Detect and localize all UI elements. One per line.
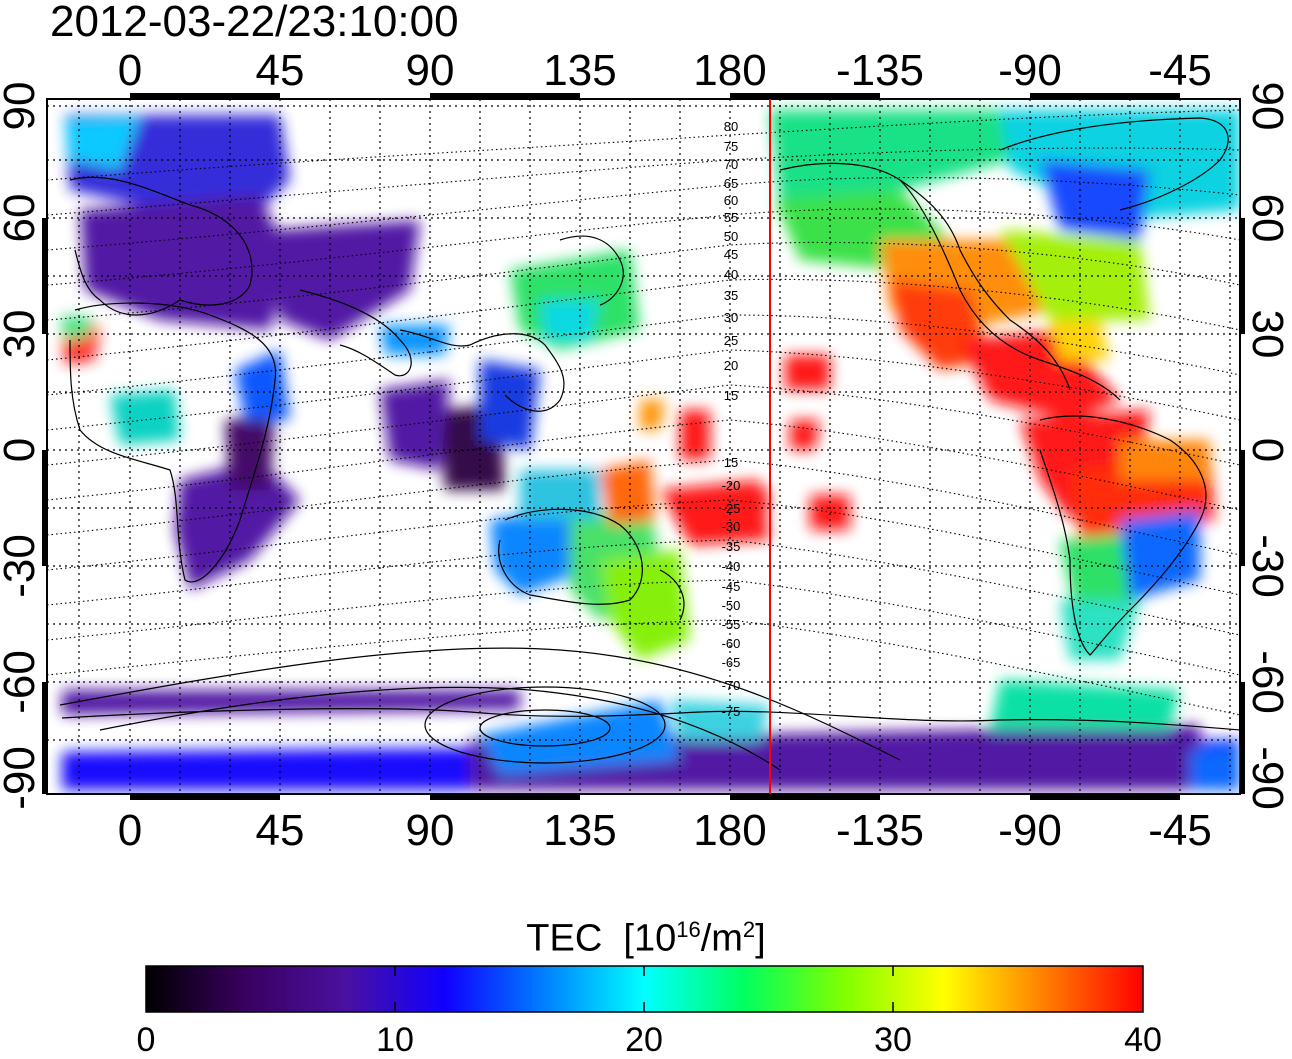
left-tick-label: 0 [0, 438, 44, 462]
colorbar-unit-exponent: 16 [676, 917, 701, 942]
left-tick-label: -30 [0, 534, 44, 598]
top-tick-label: 135 [543, 46, 616, 95]
contour-label: -30 [722, 519, 741, 534]
contour-label: 35 [724, 288, 738, 303]
colorbar-unit-prefix: [10 [623, 917, 677, 960]
right-tick-label: -60 [1243, 650, 1292, 714]
right-tick-label: 0 [1243, 438, 1292, 462]
contour-label: -55 [722, 617, 741, 632]
contour-label: 20 [724, 358, 738, 373]
contour-label: 80 [724, 119, 738, 134]
contour-label: -45 [722, 579, 741, 594]
contour-label: -70 [722, 678, 741, 693]
contour-label: 25 [724, 333, 738, 348]
contour-label: -25 [722, 501, 741, 516]
left-tick-label: 60 [0, 194, 44, 243]
right-tick-label: 30 [1243, 310, 1292, 359]
right-tick-label: 90 [1243, 82, 1292, 131]
contour-label: 65 [724, 176, 738, 191]
top-tick-label: -135 [836, 46, 924, 95]
right-tick-label: 60 [1243, 194, 1292, 243]
colorbar-tick-label: 40 [1124, 1021, 1162, 1059]
south-magnetic-contours [59, 647, 901, 771]
contour-label: -60 [722, 636, 741, 651]
top-axis: 0 45 90 135 180 -135 -90 -45 [118, 46, 1212, 95]
bottom-tick-label: -90 [998, 806, 1062, 855]
contour-label: 50 [724, 229, 738, 244]
contour-label: -20 [722, 478, 741, 493]
contour-label: 30 [724, 310, 738, 325]
contour-label: 40 [724, 267, 738, 282]
top-tick-label: 45 [256, 46, 305, 95]
contour-label: -50 [722, 598, 741, 613]
contour-label: 15 [724, 388, 738, 403]
colorbar-tick-label: 10 [376, 1021, 414, 1059]
bottom-tick-label: 135 [543, 806, 616, 855]
bottom-tick-label: 180 [693, 806, 766, 855]
axis-tick-bands [42, 93, 1245, 800]
left-tick-label: -60 [0, 650, 44, 714]
contour-label: 45 [724, 247, 738, 262]
magnetic-latitude-contours [47, 109, 1240, 716]
right-axis: 90 60 30 0 -30 -60 -90 [1243, 82, 1292, 810]
contour-label: 60 [724, 193, 738, 208]
top-tick-label: 180 [693, 46, 766, 95]
colorbar-title: TEC [1016/m2] [0, 908, 1292, 961]
graticule [47, 99, 1240, 794]
right-tick-label: -90 [1243, 746, 1292, 810]
contour-label: 55 [724, 210, 738, 225]
contour-label: 15 [724, 455, 738, 470]
colorbar-unit-exponent2: 2 [742, 917, 756, 942]
top-tick-label: 0 [118, 46, 142, 95]
bottom-tick-label: 45 [256, 806, 305, 855]
contour-label: -40 [722, 559, 741, 574]
colorbar-unit-suffix: ] [755, 917, 766, 960]
top-tick-label: -90 [998, 46, 1062, 95]
bottom-tick-label: 0 [118, 806, 142, 855]
bottom-axis: 0 45 90 135 180 -135 -90 -45 [118, 806, 1212, 855]
contour-label: -65 [722, 655, 741, 670]
contour-labels: 80 75 70 65 60 55 50 45 40 35 30 25 20 1… [722, 119, 741, 719]
left-tick-label: -90 [0, 746, 44, 810]
coastlines [61, 117, 1240, 731]
left-tick-label: 30 [0, 310, 44, 359]
contour-label: 70 [724, 157, 738, 172]
top-tick-label: -45 [1148, 46, 1212, 95]
contour-label: -35 [722, 539, 741, 554]
contour-label: 75 [724, 139, 738, 154]
colorbar-ticks [394, 966, 894, 1012]
map-timestamp-title: 2012-03-22/23:10:00 [50, 0, 459, 46]
left-tick-label: 90 [0, 82, 44, 131]
colorbar-tick-label: 20 [625, 1021, 663, 1059]
colorbar-tick-label: 30 [874, 1021, 912, 1059]
contour-label: -75 [722, 704, 741, 719]
colorbar-title-main: TEC [526, 917, 603, 960]
left-axis: 90 60 30 0 -30 -60 -90 [0, 82, 44, 810]
right-tick-label: -30 [1243, 534, 1292, 598]
bottom-tick-label: -45 [1148, 806, 1212, 855]
bottom-tick-label: 90 [406, 806, 455, 855]
colorbar-unit-mid: /m [700, 917, 743, 960]
top-tick-label: 90 [406, 46, 455, 95]
bottom-tick-label: -135 [836, 806, 924, 855]
colorbar-tick-label: 0 [136, 1021, 156, 1059]
